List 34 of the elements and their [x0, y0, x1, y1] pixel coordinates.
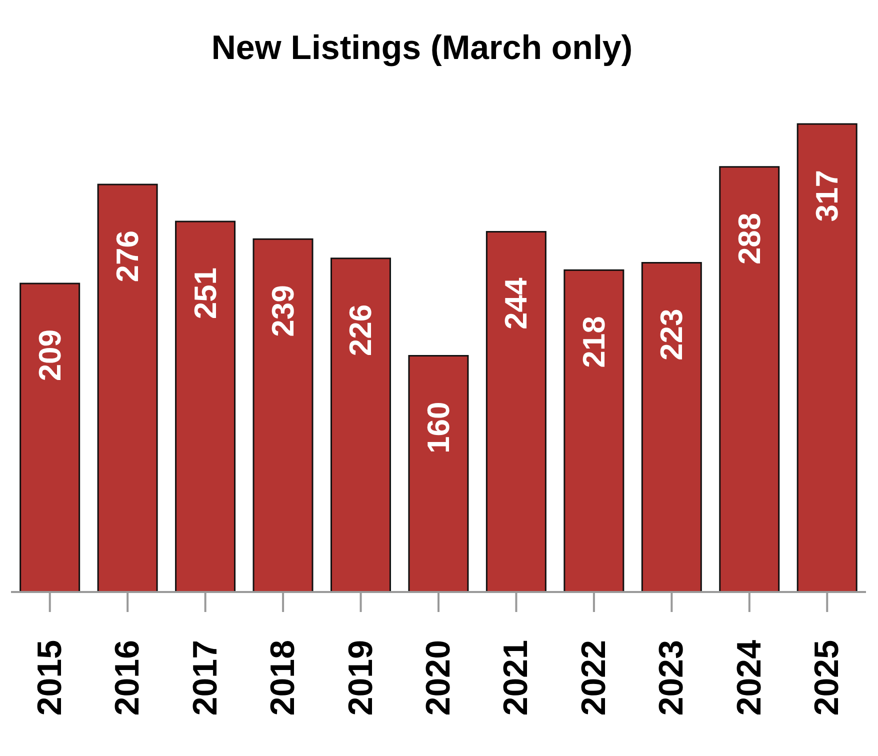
data-label: 244 — [498, 277, 534, 330]
bar — [796, 123, 858, 593]
data-label: 223 — [654, 308, 690, 361]
bar — [408, 355, 469, 593]
bar — [175, 220, 236, 593]
bar — [330, 258, 391, 593]
bar — [20, 282, 80, 593]
data-label: 226 — [343, 304, 378, 356]
x-tick-label: 2022 — [574, 640, 613, 716]
x-tick-label: 2020 — [420, 640, 458, 716]
chart-title: New Listings (March only) — [211, 29, 633, 67]
x-tick-label: 2015 — [30, 640, 69, 716]
data-label: 288 — [732, 212, 767, 265]
x-tick-label: 2024 — [730, 640, 768, 716]
data-label: 209 — [32, 329, 68, 382]
data-label: 239 — [266, 285, 301, 337]
x-tick-label: 2023 — [652, 640, 691, 716]
bar — [486, 231, 546, 593]
bar — [719, 166, 780, 593]
x-tick-label: 2019 — [342, 640, 380, 716]
x-tick-label: 2021 — [497, 640, 536, 716]
data-label: 276 — [110, 230, 146, 282]
data-label: 251 — [188, 267, 223, 320]
data-label: 218 — [576, 316, 612, 368]
x-tick-label: 2025 — [808, 640, 846, 716]
bar — [641, 262, 702, 593]
x-tick-label: 2017 — [186, 640, 224, 716]
x-tick-label: 2016 — [108, 640, 147, 716]
data-label: 160 — [420, 402, 456, 454]
bar — [97, 184, 158, 593]
bar — [564, 269, 624, 593]
x-tick-label: 2018 — [264, 640, 302, 716]
bar — [252, 238, 314, 593]
data-label: 317 — [810, 170, 845, 222]
